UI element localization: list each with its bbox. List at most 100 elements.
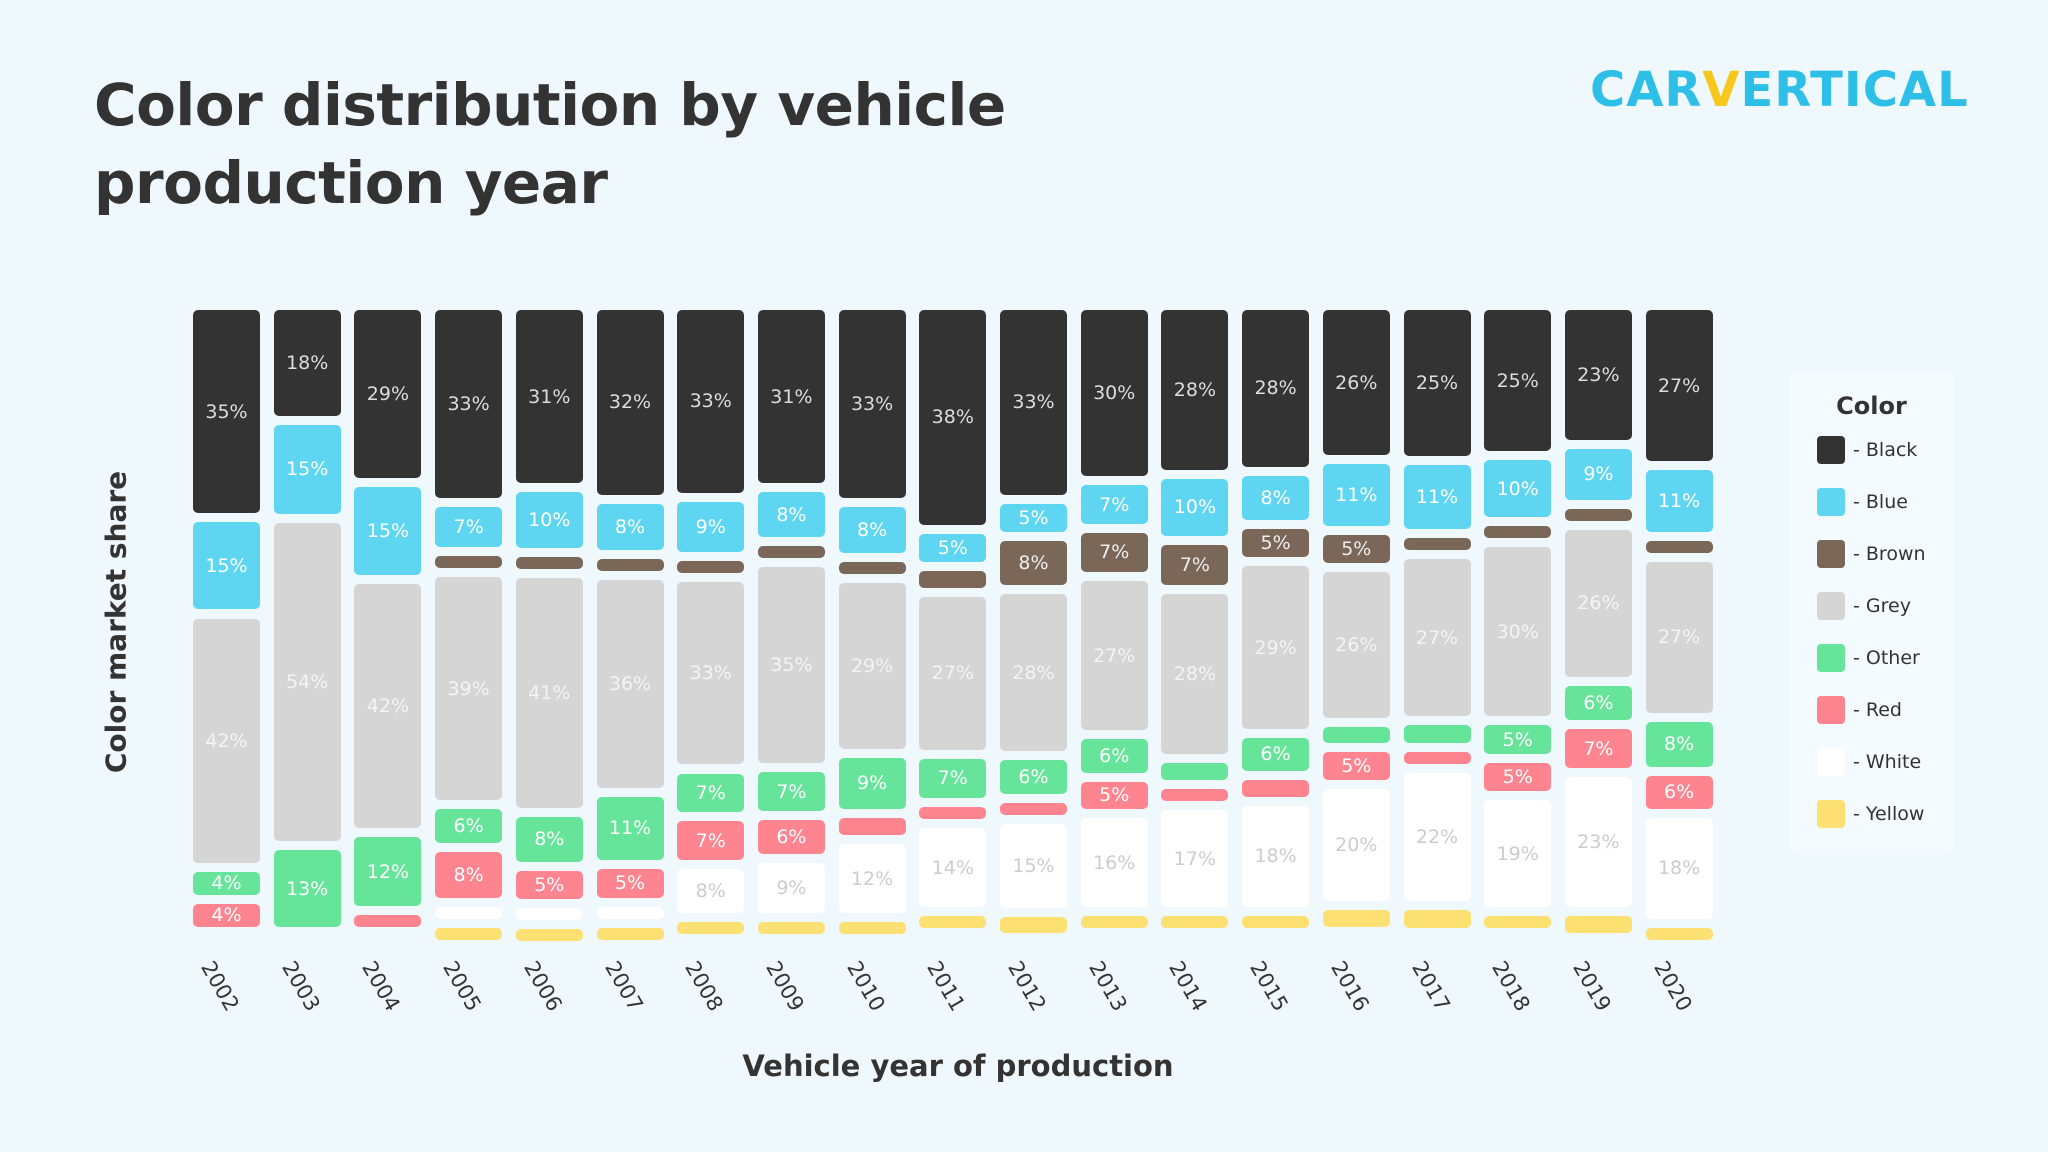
bar-segment-red-2010 xyxy=(838,818,906,836)
legend-label: - Grey xyxy=(1853,595,1911,617)
data-label: 14% xyxy=(931,856,974,879)
bar-segment-blue-2017: 11% xyxy=(1403,464,1471,529)
bar-segment-red-2019: 7% xyxy=(1564,728,1632,769)
data-label: 54% xyxy=(286,670,329,693)
bar-segment-brown-2013: 7% xyxy=(1080,532,1148,572)
bar-segment-grey-2017: 27% xyxy=(1403,558,1471,717)
bar-segment-other-2015: 6% xyxy=(1242,737,1310,772)
data-label: 27% xyxy=(1657,374,1701,397)
bar-segment-white-2006 xyxy=(515,907,583,920)
bar-segment-black-2009: 31% xyxy=(757,310,825,484)
x-tick-label: 2016 xyxy=(1326,957,1374,1016)
legend-swatch xyxy=(1817,592,1845,620)
bar-segment-black-2018: 25% xyxy=(1484,310,1552,452)
data-label: 8% xyxy=(534,828,565,851)
data-label: 9% xyxy=(1583,463,1614,486)
bar-segment-other-2002: 4% xyxy=(193,871,260,895)
legend-label: - Black xyxy=(1853,439,1918,461)
bar-segment-white-2014: 17% xyxy=(1161,810,1229,908)
x-tick-label: 2009 xyxy=(761,957,809,1016)
bar-segment-brown-2014: 7% xyxy=(1161,545,1229,585)
data-label: 5% xyxy=(1341,755,1372,778)
bar-segment-brown-2007 xyxy=(596,558,664,571)
x-tick-label: 2005 xyxy=(438,957,486,1016)
data-label: 15% xyxy=(1012,854,1055,877)
data-label: 29% xyxy=(1254,636,1297,659)
legend-item-yellow: - Yellow xyxy=(1817,800,1924,828)
bar-segment-yellow-2007 xyxy=(596,927,664,940)
bar-segment-brown-2012: 8% xyxy=(1000,540,1067,586)
bar-segment-red-2011 xyxy=(919,807,987,820)
bar-segment-red-2013: 5% xyxy=(1080,781,1148,810)
bar-segment-blue-2004: 15% xyxy=(354,487,422,575)
data-label: 7% xyxy=(695,829,726,852)
data-label: 23% xyxy=(1577,364,1620,386)
bar-segment-other-2008: 7% xyxy=(677,773,745,813)
bar-segment-other-2007: 11% xyxy=(596,796,664,861)
data-label: 38% xyxy=(931,406,974,429)
data-label: 9% xyxy=(857,772,888,795)
bar-segment-blue-2003: 15% xyxy=(273,425,341,514)
data-label: 28% xyxy=(1173,662,1216,685)
data-label: 7% xyxy=(1179,554,1210,576)
data-label: 27% xyxy=(1093,644,1136,667)
bar-segment-white-2011: 14% xyxy=(919,828,987,908)
bar-segment-other-2010: 9% xyxy=(838,757,906,810)
bar-segment-grey-2011: 27% xyxy=(919,597,987,750)
data-label: 15% xyxy=(286,458,329,481)
bar-segment-yellow-2005 xyxy=(435,928,503,941)
data-label: 30% xyxy=(1093,382,1136,405)
bar-segment-other-2006: 8% xyxy=(515,816,583,862)
bar-segment-yellow-2016 xyxy=(1322,910,1390,927)
bar-segment-grey-2012: 28% xyxy=(1000,594,1067,752)
legend-title: Color xyxy=(1836,392,1907,420)
data-label: 8% xyxy=(614,515,646,538)
legend-swatch xyxy=(1817,644,1845,672)
bar-segment-blue-2011: 5% xyxy=(919,533,987,563)
data-label: 11% xyxy=(1657,489,1701,512)
bar-segment-black-2006: 31% xyxy=(515,310,583,484)
data-label: 8% xyxy=(1018,552,1049,575)
bar-segment-brown-2008 xyxy=(677,560,745,573)
bar-segment-red-2007: 5% xyxy=(596,869,664,898)
data-label: 13% xyxy=(286,877,329,900)
bar-segment-yellow-2008 xyxy=(677,922,745,935)
bar-segment-red-2012 xyxy=(1000,802,1067,815)
bar-segment-brown-2019 xyxy=(1564,508,1632,521)
data-label: 11% xyxy=(1335,484,1378,507)
bar-segment-brown-2018 xyxy=(1484,525,1552,538)
legend-swatch xyxy=(1817,436,1845,464)
data-label: 28% xyxy=(1012,661,1055,684)
data-label: 8% xyxy=(453,864,484,887)
bar-segment-red-2008: 7% xyxy=(677,821,745,861)
bar-segment-white-2016: 20% xyxy=(1322,789,1390,902)
data-label: 6% xyxy=(1260,743,1291,766)
data-label: 23% xyxy=(1577,831,1620,854)
bar-segment-other-2012: 6% xyxy=(1000,760,1067,794)
bar-segment-brown-2015: 5% xyxy=(1242,529,1310,558)
title-line-1: Color distribution by vehicle xyxy=(94,71,1006,139)
bar-segment-grey-2009: 35% xyxy=(757,567,825,764)
legend-item-brown: - Brown xyxy=(1817,540,1926,568)
data-label: 5% xyxy=(1099,784,1130,807)
bar-segment-other-2018: 5% xyxy=(1484,725,1552,754)
data-label: 7% xyxy=(776,780,807,803)
bar-segment-blue-2007: 8% xyxy=(596,503,664,550)
x-tick-label: 2002 xyxy=(196,957,244,1016)
bar-segment-other-2005: 6% xyxy=(435,809,503,844)
legend-swatch xyxy=(1817,488,1845,516)
data-label: 5% xyxy=(1502,765,1533,788)
data-label: 33% xyxy=(850,393,894,416)
data-label: 29% xyxy=(366,383,409,406)
data-label: 16% xyxy=(1093,851,1136,874)
legend-item-blue: - Blue xyxy=(1817,488,1908,516)
bar-segment-other-2013: 6% xyxy=(1080,739,1148,773)
bar-segment-grey-2005: 39% xyxy=(435,577,503,801)
data-label: 19% xyxy=(1496,842,1539,865)
title-line-2: production year xyxy=(94,149,608,217)
bar-segment-brown-2020 xyxy=(1645,540,1713,553)
bar-segment-other-2004: 12% xyxy=(354,836,422,907)
data-label: 18% xyxy=(286,352,329,375)
data-label: 6% xyxy=(1664,781,1695,804)
data-label: 7% xyxy=(1583,737,1614,760)
